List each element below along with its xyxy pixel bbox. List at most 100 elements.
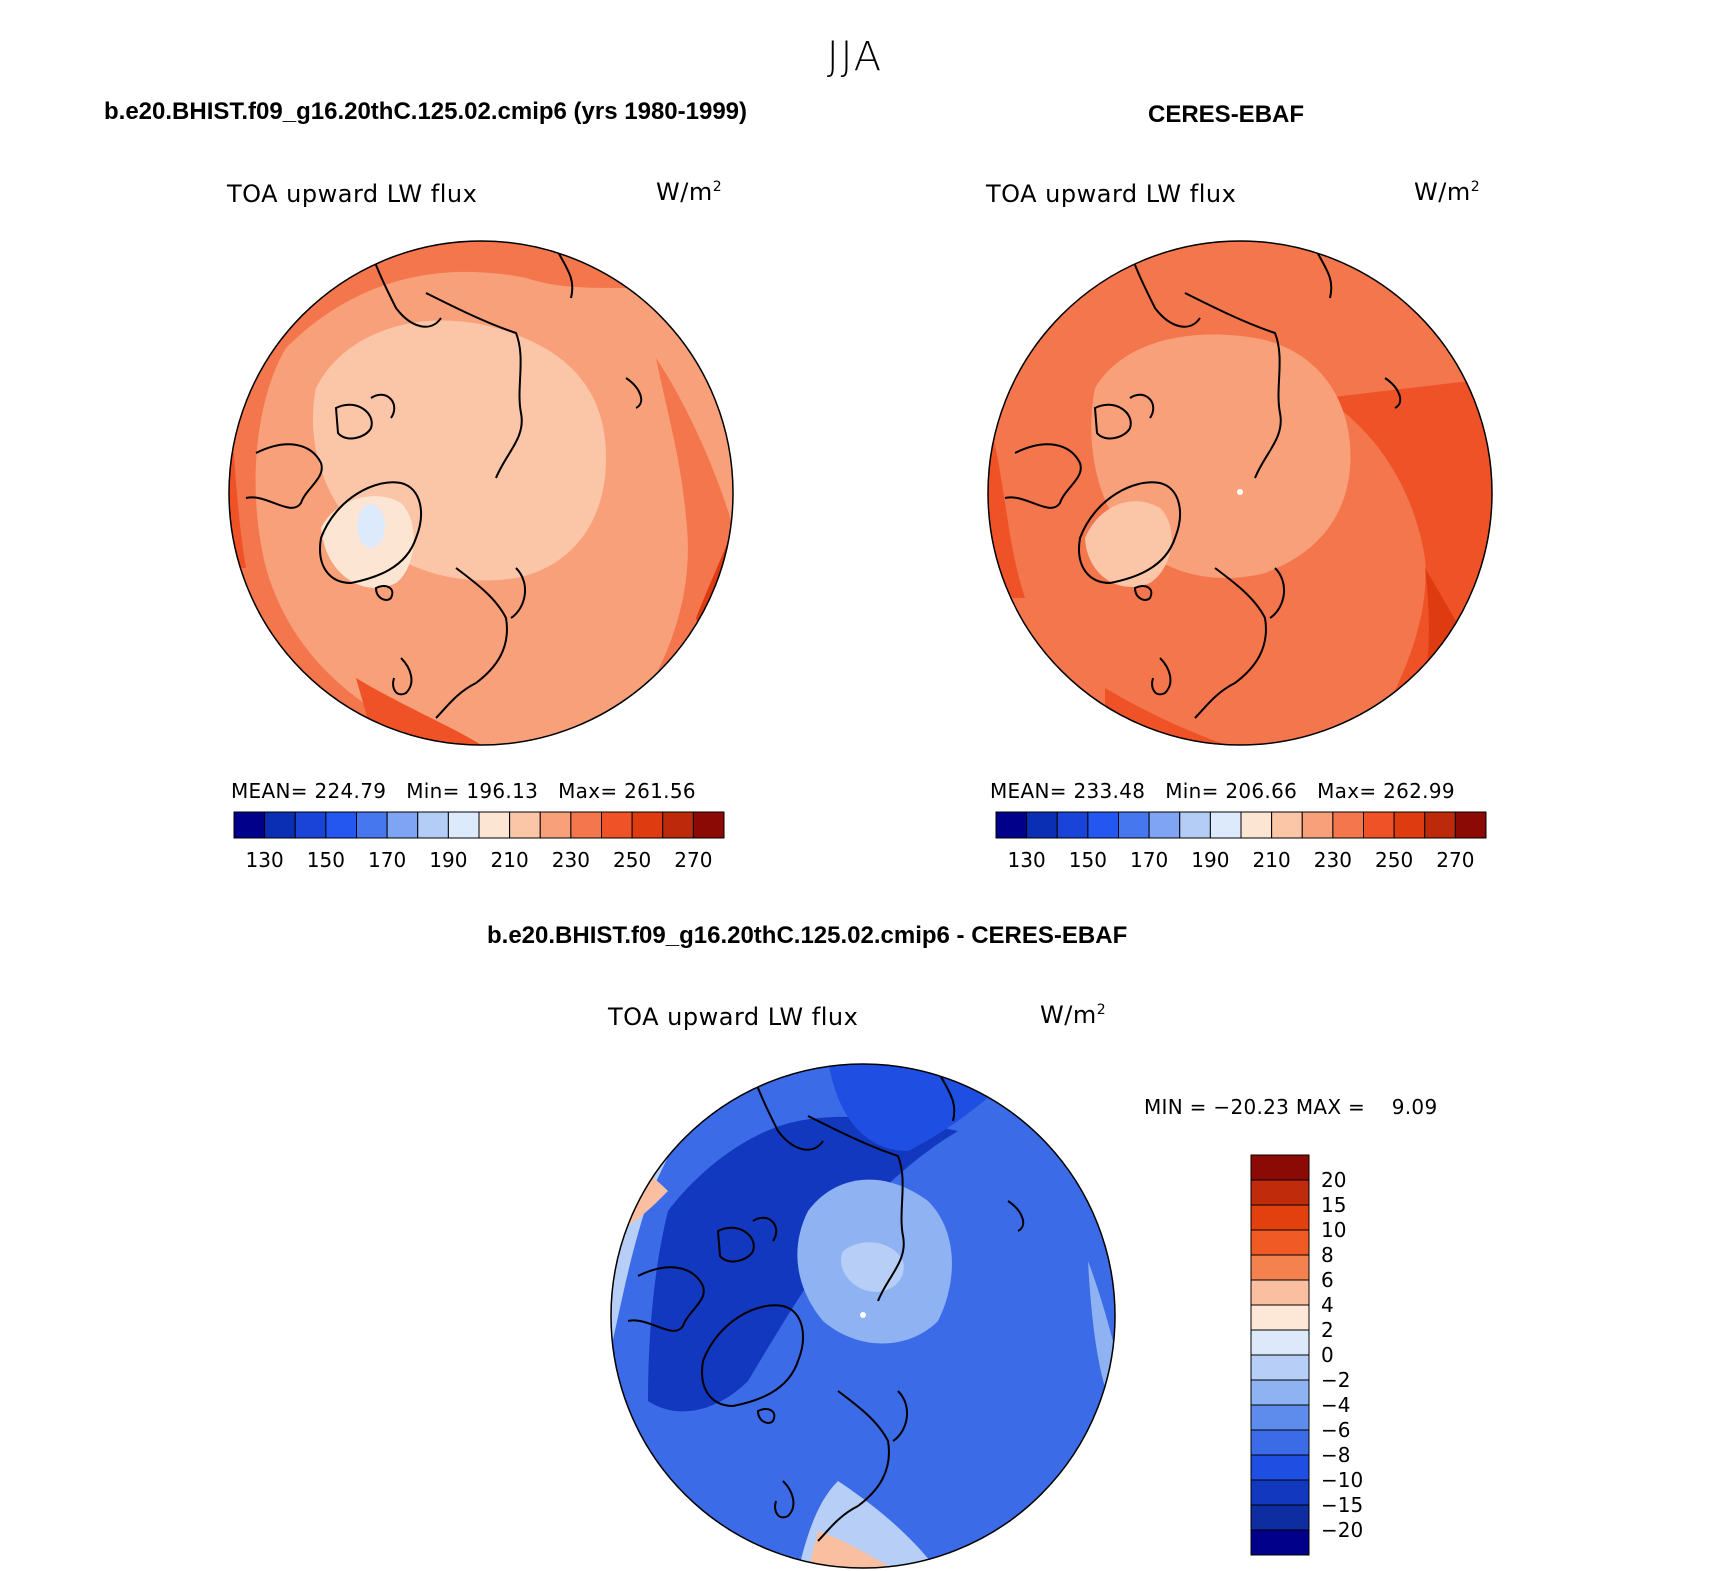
panel-1-colorbar-box-12 <box>601 811 633 839</box>
panel-3-colorbar <box>1250 1154 1310 1556</box>
panel-2-units: W/m2 <box>1414 178 1481 206</box>
panel-3-units: W/m2 <box>1040 1001 1107 1029</box>
panel-2-colorbar-box-11 <box>1332 811 1364 839</box>
panel-3-colorbar-box-15 <box>1250 1529 1310 1556</box>
panel-2-colorbar-box-8 <box>1240 811 1273 839</box>
panel-2-colorbar-box-15 <box>1454 811 1487 839</box>
panel-2-title: CERES-EBAF <box>1148 101 1305 128</box>
panel-3-title: b.e20.BHIST.f09_g16.20thC.125.02.cmip6 -… <box>487 922 1128 949</box>
panel-3-colorbar-box-8 <box>1250 1354 1310 1381</box>
panel-3-colorbar-tick-label: 6 <box>1321 1268 1334 1292</box>
panel-3-range: MIN = −20.23 MAX = 9.09 <box>1144 1095 1438 1119</box>
panel-2-map <box>987 240 1493 746</box>
panel-3-colorbar-box-14 <box>1250 1504 1310 1531</box>
panel-1-variable: TOA upward LW flux <box>227 180 478 208</box>
panel-1-colorbar-box-2 <box>294 811 327 839</box>
panel-3-colorbar-tick-label: 8 <box>1321 1243 1334 1267</box>
panel-1-colorbar-box-0 <box>233 811 266 839</box>
panel-3-colorbar-box-10 <box>1250 1404 1310 1431</box>
panel-1-colorbar-tick-label: 170 <box>368 848 407 872</box>
panel-3-map <box>610 1063 1116 1569</box>
panel-2-colorbar-tick-label: 190 <box>1191 848 1230 872</box>
panel-1-colorbar-box-8 <box>478 811 511 839</box>
panel-3-pole-point <box>860 1312 866 1318</box>
panel-2-colorbar-tick-label: 230 <box>1313 848 1352 872</box>
panel-3-colorbar-tick-label: 0 <box>1321 1343 1334 1367</box>
panel-3-colorbar-box-3 <box>1250 1229 1310 1256</box>
panel-1-colorbar-ticks: 130 150 170 190 210 230 250 270 <box>234 848 724 874</box>
panel-3-colorbar-box-13 <box>1250 1479 1310 1506</box>
panel-1-stats: MEAN= 224.79 Min= 196.13 Max= 261.56 <box>231 779 696 803</box>
panel-2-colorbar-box-10 <box>1301 811 1334 839</box>
panel-1-colorbar <box>233 811 725 839</box>
panel-2-field-greenland-low <box>1085 501 1172 587</box>
panel-3-colorbar-tick-label: −20 <box>1321 1518 1364 1542</box>
panel-1-colorbar-box-4 <box>356 811 388 839</box>
panel-1-colorbar-box-7 <box>447 811 480 839</box>
panel-1-colorbar-box-9 <box>509 811 541 839</box>
panel-3-colorbar-ticks: 20 15 10 8 6 4 2 0 −2 −4 −6 −8 −10 −15 −20 <box>1321 1155 1381 1555</box>
panel-2-colorbar-box-1 <box>1026 811 1058 839</box>
panel-1-colorbar-tick-label: 150 <box>306 848 345 872</box>
panel-2-colorbar-box-12 <box>1363 811 1395 839</box>
panel-1-colorbar-box-15 <box>692 811 725 839</box>
panel-1-colorbar-tick-label: 270 <box>674 848 713 872</box>
panel-2-colorbar-tick-label: 270 <box>1436 848 1475 872</box>
panel-2-colorbar-box-5 <box>1148 811 1181 839</box>
panel-3-colorbar-box-2 <box>1250 1204 1310 1231</box>
panel-3-variable: TOA upward LW flux <box>608 1003 859 1031</box>
panel-3-colorbar-box-7 <box>1250 1329 1310 1356</box>
panel-1-colorbar-box-3 <box>325 811 357 839</box>
panel-3-colorbar-tick-label: 20 <box>1321 1168 1347 1192</box>
panel-3-colorbar-box-5 <box>1250 1279 1310 1306</box>
panel-3-colorbar-tick-label: −8 <box>1321 1443 1351 1467</box>
panel-2-colorbar-tick-label: 150 <box>1068 848 1107 872</box>
panel-3-colorbar-box-6 <box>1250 1304 1310 1331</box>
panel-2-colorbar-tick-label: 210 <box>1252 848 1291 872</box>
panel-1-colorbar-box-11 <box>570 811 602 839</box>
panel-3-colorbar-box-12 <box>1250 1454 1310 1481</box>
panel-3-colorbar-box-4 <box>1250 1254 1310 1281</box>
panel-2-colorbar <box>995 811 1487 839</box>
panel-1-map-border <box>228 240 734 746</box>
panel-1-coastlines <box>245 241 643 719</box>
panel-3-colorbar-box-0 <box>1250 1154 1310 1181</box>
panel-3-colorbar-tick-label: 4 <box>1321 1293 1334 1317</box>
panel-1-colorbar-box-6 <box>417 811 449 839</box>
figure-title: JJA <box>826 34 884 80</box>
panel-3-field-arctic-lightest <box>840 1242 904 1292</box>
panel-3-colorbar-box-9 <box>1250 1379 1310 1406</box>
panel-2-colorbar-tick-label: 170 <box>1130 848 1169 872</box>
panel-3-colorbar-tick-label: −10 <box>1321 1468 1364 1492</box>
panel-2-variable: TOA upward LW flux <box>986 180 1237 208</box>
panel-2-colorbar-box-9 <box>1271 811 1303 839</box>
panel-3-colorbar-tick-label: 10 <box>1321 1218 1347 1242</box>
panel-1-map <box>228 240 734 746</box>
panel-2-colorbar-tick-label: 130 <box>1007 848 1046 872</box>
panel-1-colorbar-tick-label: 190 <box>429 848 468 872</box>
panel-1-field-greenland-min <box>357 504 385 548</box>
panel-2-colorbar-box-6 <box>1179 811 1211 839</box>
panel-2-map-border <box>987 240 1493 746</box>
panel-1-title: b.e20.BHIST.f09_g16.20thC.125.02.cmip6 (… <box>104 98 748 125</box>
panel-3-colorbar-tick-label: −2 <box>1321 1368 1351 1392</box>
panel-3-colorbar-tick-label: −6 <box>1321 1418 1351 1442</box>
panel-2-colorbar-box-3 <box>1087 811 1119 839</box>
panel-1-colorbar-box-13 <box>631 811 664 839</box>
panel-1-colorbar-box-5 <box>386 811 419 839</box>
panel-3-colorbar-tick-label: −15 <box>1321 1493 1364 1517</box>
panel-1-colorbar-tick-label: 230 <box>551 848 590 872</box>
panel-2-colorbar-box-14 <box>1424 811 1456 839</box>
panel-2-colorbar-ticks: 130 150 170 190 210 230 250 270 <box>996 848 1486 874</box>
panel-2-colorbar-box-0 <box>995 811 1028 839</box>
panel-1-colorbar-box-14 <box>662 811 694 839</box>
panel-3-coastlines <box>627 1064 1025 1542</box>
panel-2-stats: MEAN= 233.48 Min= 206.66 Max= 262.99 <box>990 779 1455 803</box>
panel-3-colorbar-box-11 <box>1250 1429 1310 1456</box>
panel-1-colorbar-box-10 <box>539 811 572 839</box>
panel-2-colorbar-tick-label: 250 <box>1375 848 1414 872</box>
panel-2-colorbar-box-13 <box>1393 811 1426 839</box>
panel-3-colorbar-tick-label: 15 <box>1321 1193 1347 1217</box>
panel-3-colorbar-box-1 <box>1250 1179 1310 1206</box>
panel-3-colorbar-tick-label: −4 <box>1321 1393 1351 1417</box>
